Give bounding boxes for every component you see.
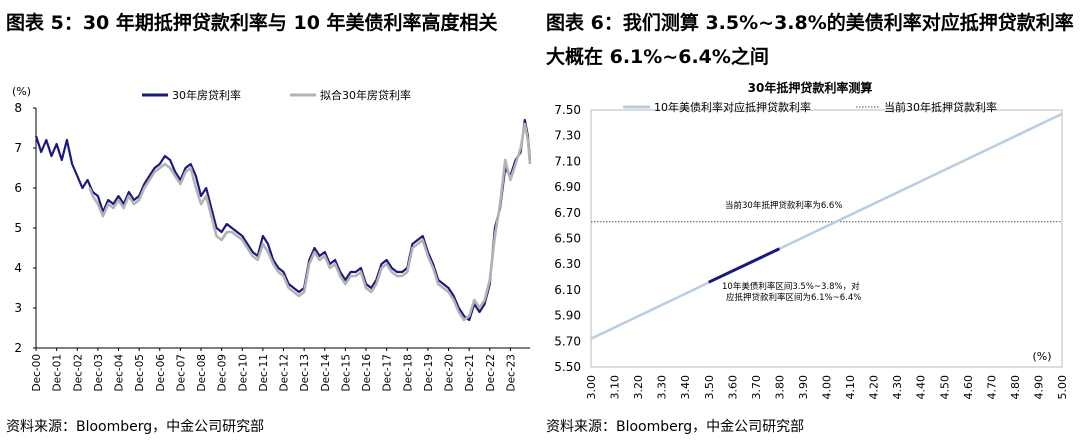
- right-x-tick-label: 3.10: [609, 375, 622, 400]
- left-x-tick-label: Dec-14: [320, 354, 332, 392]
- right-x-tick-label: 4.10: [844, 375, 857, 400]
- series-line-highlight-range: [708, 247, 781, 284]
- left-x-tick-label: Dec-01: [52, 354, 64, 391]
- right-chart-inner-title: 30年抵押贷款利率测算: [748, 80, 873, 95]
- right-x-tick-label: 3.20: [632, 375, 645, 400]
- legend-label-mortgage-30y: 30年房贷利率: [172, 88, 241, 102]
- right-y-tick-label: 6.10: [554, 283, 581, 297]
- left-x-tick-label: Dec-15: [340, 354, 352, 391]
- right-y-tick-label: 5.90: [554, 309, 581, 323]
- series-line-fitted-mortgage-30y: [88, 122, 532, 322]
- right-y-tick-label: 6.30: [554, 257, 581, 271]
- left-x-tick-label: Dec-02: [72, 354, 84, 391]
- right-x-tick-label: 3.60: [726, 375, 739, 400]
- right-x-tick-label: 4.50: [938, 375, 951, 400]
- left-x-tick-label: Dec-16: [361, 354, 373, 392]
- left-chart: (%) 2 3 4 5 6 7 8 Dec-00 Dec-01 Dec-02 Dec-03 Dec-04…: [12, 85, 532, 392]
- right-x-tick-label: 4.70: [985, 375, 998, 400]
- left-chart-title: 图表 5：30 年期抵押贷款利率与 10 年美债利率高度相关: [6, 12, 498, 34]
- left-x-tick-label: Dec-19: [423, 354, 435, 391]
- left-y-tick-label: 4: [14, 261, 22, 275]
- left-x-tick-label: Dec-12: [279, 354, 291, 391]
- left-x-tick-label: Dec-07: [175, 354, 187, 391]
- right-x-tick-label: 5.00: [1056, 375, 1069, 400]
- right-x-tick-label: 3.30: [656, 375, 669, 400]
- right-y-tick-label: 6.50: [554, 232, 581, 246]
- right-y-tick-label: 7.50: [554, 103, 581, 117]
- right-x-tick-label: 4.40: [915, 375, 928, 400]
- left-x-tick-label: Dec-09: [217, 354, 229, 391]
- right-y-tick-label: 7.10: [554, 154, 581, 168]
- left-x-tick-label: Dec-08: [196, 354, 208, 391]
- left-x-tick-label: Dec-18: [402, 354, 414, 391]
- legend-label-current-mortgage-rate: 当前30年抵押贷款利率: [884, 100, 997, 114]
- left-x-tick-label: Dec-03: [93, 354, 105, 391]
- right-plot-frame: [590, 109, 1063, 368]
- left-chart-source: 资料来源：Bloomberg，中金公司研究部: [6, 419, 265, 435]
- left-x-tick-label: Dec-20: [444, 354, 456, 391]
- right-unit-label: (%): [1032, 350, 1051, 363]
- series-line-mortgage-30y: [34, 118, 532, 322]
- right-y-tick-label: 5.70: [554, 334, 581, 348]
- right-x-tick-label: 4.30: [891, 375, 904, 400]
- left-y-tick-label: 6: [14, 181, 22, 195]
- right-x-tick-label: 4.60: [962, 375, 975, 400]
- right-x-tick-label: 3.40: [679, 375, 692, 400]
- left-y-tick-label: 3: [14, 301, 22, 315]
- left-y-tick-label: 2: [14, 341, 22, 355]
- left-x-tick-label: Dec-04: [114, 354, 126, 392]
- left-y-tick-label: 8: [14, 101, 22, 115]
- right-y-tick-label: 5.50: [554, 360, 581, 374]
- left-chart-panel: 图表 5：30 年期抵押贷款利率与 10 年美债利率高度相关 (%) 2 3 4 5 6 7…: [6, 12, 532, 435]
- annotation-current-rate: 当前30年抵押贷款利率为6.6%: [725, 200, 842, 211]
- left-y-tick-label: 5: [14, 221, 22, 235]
- series-line-implied-mortgage-rate: [590, 112, 1063, 340]
- right-x-tick-label: 3.00: [585, 375, 598, 400]
- left-x-tick-label: Dec-13: [299, 354, 311, 391]
- legend-label-implied-mortgage-rate: 10年美债利率对应抵押贷款利率: [654, 100, 811, 114]
- left-x-tick-label: Dec-17: [382, 354, 394, 391]
- right-chart-panel: 图表 6：我们测算 3.5%~3.8%的美债利率对应抵押贷款利率大概在 6.1%…: [540, 0, 1080, 442]
- right-chart: 30年抵押贷款利率测算 5.50 5.70 5.90 6.10 6.30 6.50 6.70 6…: [554, 80, 1069, 400]
- right-x-tick-label: 3.80: [773, 375, 786, 400]
- annotation-range-line-2: 应抵押贷款利率区间为6.1%~6.4%: [726, 292, 861, 303]
- right-x-tick-label: 4.80: [1009, 375, 1022, 400]
- left-x-tick-label: Dec-22: [485, 354, 497, 391]
- left-x-tick-label: Dec-00: [31, 354, 43, 391]
- left-x-tick-label: Dec-10: [237, 354, 249, 391]
- right-y-tick-label: 6.70: [554, 206, 581, 220]
- left-x-tick-label: Dec-21: [464, 354, 476, 391]
- right-x-tick-label: 3.50: [703, 375, 716, 400]
- right-y-tick-label: 6.90: [554, 180, 581, 194]
- left-x-tick-label: Dec-11: [258, 354, 270, 391]
- left-y-tick-label: 7: [14, 141, 22, 155]
- right-x-tick-label: 4.20: [868, 375, 881, 400]
- left-x-tick-label: Dec-06: [155, 354, 167, 392]
- right-x-tick-label: 4.00: [821, 375, 834, 400]
- left-x-tick-label: Dec-23: [505, 354, 517, 391]
- right-chart-source: 资料来源：Bloomberg，中金公司研究部: [546, 419, 805, 435]
- left-x-tick-label: Dec-05: [134, 354, 146, 391]
- left-unit-label: (%): [12, 85, 31, 98]
- right-chart-title: 图表 6：我们测算 3.5%~3.8%的美债利率对应抵押贷款利率大概在 6.1%…: [546, 12, 1074, 68]
- right-y-tick-label: 7.30: [554, 129, 581, 143]
- annotation-range-line-1: 10年美债利率区间3.5%~3.8%，对: [722, 281, 860, 292]
- right-x-tick-label: 3.70: [750, 375, 763, 400]
- legend-label-fitted-mortgage-30y: 拟合30年房贷利率: [320, 88, 411, 102]
- right-x-tick-label: 3.90: [797, 375, 810, 400]
- right-x-tick-label: 4.90: [1032, 375, 1045, 400]
